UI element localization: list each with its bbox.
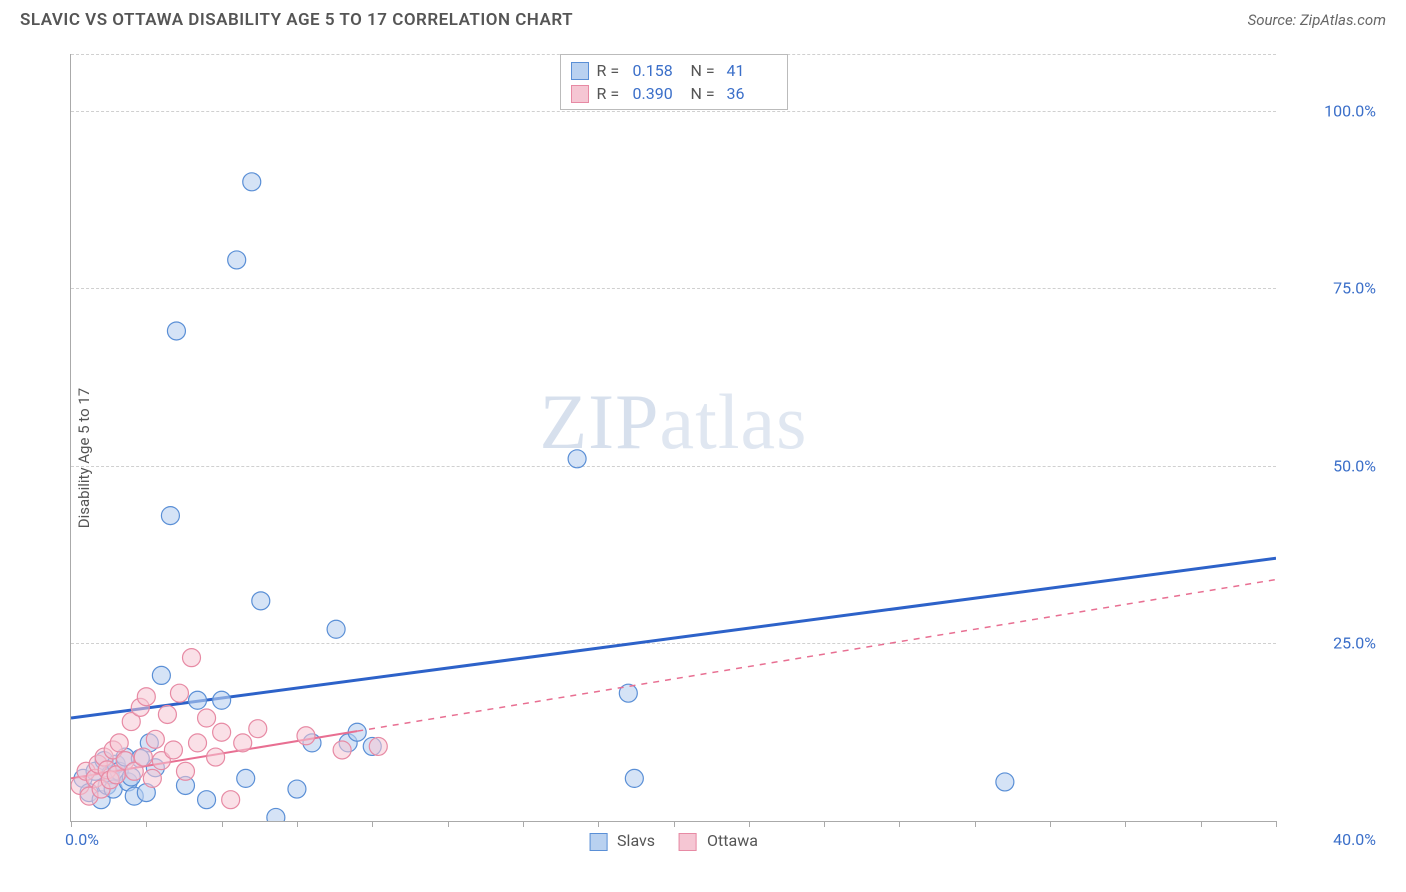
x-tick (1201, 821, 1202, 827)
x-tick (523, 821, 524, 827)
x-tick (372, 821, 373, 827)
legend-swatch-slavs-bottom (589, 833, 607, 851)
data-point (327, 620, 345, 638)
series-legend: Slavs Ottawa (589, 831, 758, 851)
data-point (183, 649, 201, 667)
x-axis-min-label: 0.0% (65, 830, 99, 849)
data-point (369, 737, 387, 755)
data-point (161, 507, 179, 525)
trend-line-dashed (357, 580, 1276, 732)
legend-swatch-ottawa-bottom (679, 833, 697, 851)
chart-source: Source: ZipAtlas.com (1248, 11, 1386, 29)
data-point (198, 709, 216, 727)
plot-svg (71, 54, 1276, 821)
x-tick (222, 821, 223, 827)
data-point (252, 592, 270, 610)
data-point (189, 691, 207, 709)
x-tick (749, 821, 750, 827)
data-point (213, 691, 231, 709)
data-point (228, 251, 246, 269)
data-point (222, 791, 240, 809)
data-point (267, 808, 285, 821)
data-point (288, 780, 306, 798)
legend-swatch-ottawa (571, 85, 589, 103)
data-point (213, 723, 231, 741)
data-point (333, 741, 351, 759)
data-point (297, 727, 315, 745)
data-point (234, 734, 252, 752)
data-point (189, 734, 207, 752)
data-point (143, 769, 161, 787)
data-point (164, 741, 182, 759)
legend-item-slavs: Slavs (589, 831, 655, 851)
x-tick (71, 821, 72, 827)
data-point (243, 173, 261, 191)
x-tick (824, 821, 825, 827)
y-tick-label: 50.0% (1286, 456, 1376, 475)
legend-row-slavs: R = 0.158 N = 41 (571, 59, 777, 82)
x-tick (448, 821, 449, 827)
x-tick (899, 821, 900, 827)
x-tick (598, 821, 599, 827)
y-tick-label: 75.0% (1286, 279, 1376, 298)
x-tick (1125, 821, 1126, 827)
legend-swatch-slavs (571, 62, 589, 80)
x-tick (1276, 821, 1277, 827)
data-point (176, 762, 194, 780)
x-axis-max-label: 40.0% (1286, 830, 1376, 849)
data-point (625, 769, 643, 787)
x-tick (146, 821, 147, 827)
data-point (237, 769, 255, 787)
data-point (158, 705, 176, 723)
data-point (134, 748, 152, 766)
plot-area: ZIPatlas R = 0.158 N = 41 R = 0.390 N = … (70, 54, 1276, 822)
data-point (198, 791, 216, 809)
chart-title: SLAVIC VS OTTAWA DISABILITY AGE 5 TO 17 … (20, 10, 573, 30)
x-tick (674, 821, 675, 827)
data-point (137, 688, 155, 706)
data-point (146, 730, 164, 748)
y-tick-label: 100.0% (1286, 101, 1376, 120)
data-point (249, 720, 267, 738)
correlation-legend: R = 0.158 N = 41 R = 0.390 N = 36 (560, 54, 788, 110)
chart-header: SLAVIC VS OTTAWA DISABILITY AGE 5 TO 17 … (0, 0, 1406, 36)
x-tick (1050, 821, 1051, 827)
x-tick (297, 821, 298, 827)
data-point (207, 748, 225, 766)
legend-row-ottawa: R = 0.390 N = 36 (571, 82, 777, 105)
data-point (167, 322, 185, 340)
data-point (568, 450, 586, 468)
x-tick (975, 821, 976, 827)
data-point (110, 734, 128, 752)
chart-container: Disability Age 5 to 17 ZIPatlas R = 0.15… (20, 44, 1386, 872)
trend-line (71, 558, 1276, 718)
data-point (170, 684, 188, 702)
data-point (152, 666, 170, 684)
legend-item-ottawa: Ottawa (679, 831, 758, 851)
data-point (996, 773, 1014, 791)
y-tick-label: 25.0% (1286, 634, 1376, 653)
